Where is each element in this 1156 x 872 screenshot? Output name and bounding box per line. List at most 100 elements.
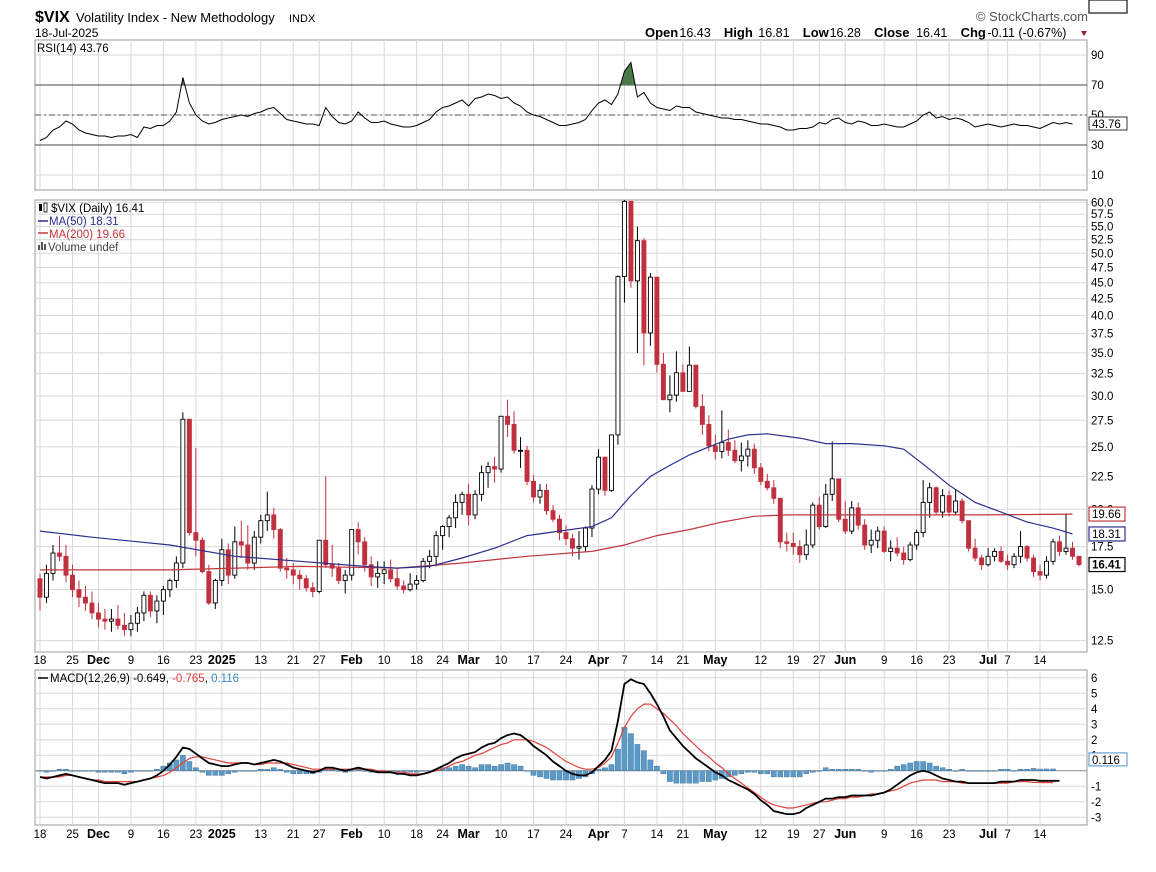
macd-hist-bar — [413, 770, 420, 773]
candle-body — [712, 445, 718, 452]
macd-hist-bar — [732, 770, 738, 776]
date-label: 16 — [157, 829, 170, 841]
macd-hist-bar — [186, 761, 193, 771]
candle-body — [414, 580, 420, 585]
candle-body — [466, 493, 472, 516]
candle-body — [647, 276, 653, 334]
candle-body — [706, 423, 712, 447]
date-label: 10 — [378, 829, 391, 841]
candle-body — [121, 624, 127, 631]
chart-date: 18-Jul-2025 — [35, 26, 99, 40]
candle-body — [251, 536, 257, 564]
price-tick-label: 37.5 — [1091, 329, 1113, 341]
candle-body — [972, 547, 978, 559]
macd-hist-bar — [706, 770, 712, 782]
candle-body — [193, 532, 199, 541]
macd-hist-bar — [37, 770, 43, 772]
macd-tick-label: 5 — [1091, 688, 1097, 700]
candle-body — [810, 504, 816, 546]
macd-hist-bar — [387, 770, 394, 772]
macd-hist-bar — [946, 769, 952, 771]
date-label: 21 — [287, 829, 300, 841]
date-label: Jun — [834, 827, 856, 841]
candle-body — [790, 542, 796, 548]
candle-body — [37, 578, 43, 598]
index-name: Volatility Index - New Methodology — [76, 10, 275, 25]
date-label: 27 — [313, 829, 326, 841]
ohlc-value-open: 16.43 — [679, 26, 710, 40]
candle-body — [920, 501, 926, 534]
candle-body — [667, 394, 673, 401]
candle-body — [901, 552, 907, 561]
macd-hist-bar — [868, 770, 874, 773]
macd-line — [39, 678, 1060, 815]
macd-hist-bar — [257, 769, 264, 771]
ma50-tag-value: 18.31 — [1092, 529, 1121, 541]
macd-hist-bar — [959, 769, 965, 771]
macd-hist-bar — [50, 770, 56, 772]
macd-hist-bar — [225, 770, 232, 775]
candle-body — [803, 544, 809, 556]
date-label: Jun — [834, 653, 856, 667]
macd-hist-bar — [452, 765, 459, 771]
date-label: Feb — [341, 653, 364, 667]
ma200-line — [40, 513, 1073, 571]
candle-body — [738, 455, 744, 462]
macd-hist-bar — [803, 770, 810, 775]
date-label: 27 — [313, 655, 326, 667]
candle-body — [141, 594, 147, 614]
candle-body — [349, 529, 355, 576]
macd-hist-bar — [1024, 769, 1030, 771]
candle-body — [264, 514, 270, 522]
candle-body — [1057, 541, 1062, 552]
date-label: 27 — [813, 655, 826, 667]
macd-hist-bar — [641, 750, 647, 771]
candle-body — [290, 569, 296, 576]
date-label: 23 — [943, 829, 956, 841]
candle-body — [725, 442, 731, 451]
macd-hist-bar — [283, 770, 290, 773]
macd-hist-bar — [115, 770, 121, 773]
candle-body — [842, 518, 848, 532]
candle-body — [816, 504, 822, 528]
candle-body — [933, 487, 939, 513]
candle-body — [238, 541, 244, 546]
date-label: 23 — [189, 829, 202, 841]
macd-hist-bar — [543, 770, 550, 779]
candle-body — [751, 448, 757, 469]
rsi-tick-label: 70 — [1091, 80, 1104, 92]
date-label: 14 — [651, 655, 664, 667]
rsi-tag-box — [1088, 116, 1128, 131]
macd-value-tag-box — [1088, 0, 1128, 14]
macd-hist-bar — [777, 770, 784, 778]
candle-body — [1031, 557, 1037, 573]
date-label: 16 — [157, 655, 170, 667]
date-label: 14 — [1034, 655, 1047, 667]
date-label: 19 — [787, 829, 800, 841]
price-tick-label: 47.5 — [1091, 263, 1113, 275]
ohlc-label-low: Low — [803, 25, 830, 40]
candle-body — [550, 510, 556, 520]
candle-body — [660, 363, 666, 401]
legend-ma200: MA(200) 19.66 — [49, 229, 125, 241]
candle-body — [310, 587, 316, 592]
macd-hist-bar — [621, 727, 628, 771]
candle-body — [979, 557, 985, 566]
candle-body — [89, 602, 95, 614]
candle-body — [563, 532, 569, 540]
candle-body — [154, 600, 160, 612]
candle-body — [1063, 547, 1069, 552]
candle-body — [764, 480, 770, 489]
candle-body — [940, 495, 946, 513]
macd-legend-label: MACD(12,26,9) — [50, 673, 130, 685]
macd-hist-bar — [232, 770, 238, 773]
candle-body — [167, 580, 173, 591]
rsi-tag-value: 43.76 — [1092, 119, 1121, 131]
candle-body — [342, 574, 348, 581]
price-grid — [35, 200, 1087, 652]
macd-hist-bar — [264, 769, 271, 771]
candle-body — [95, 612, 101, 620]
candle-body — [595, 456, 601, 490]
macd-tick-label: 6 — [1091, 673, 1097, 685]
candle-body — [1005, 560, 1011, 566]
